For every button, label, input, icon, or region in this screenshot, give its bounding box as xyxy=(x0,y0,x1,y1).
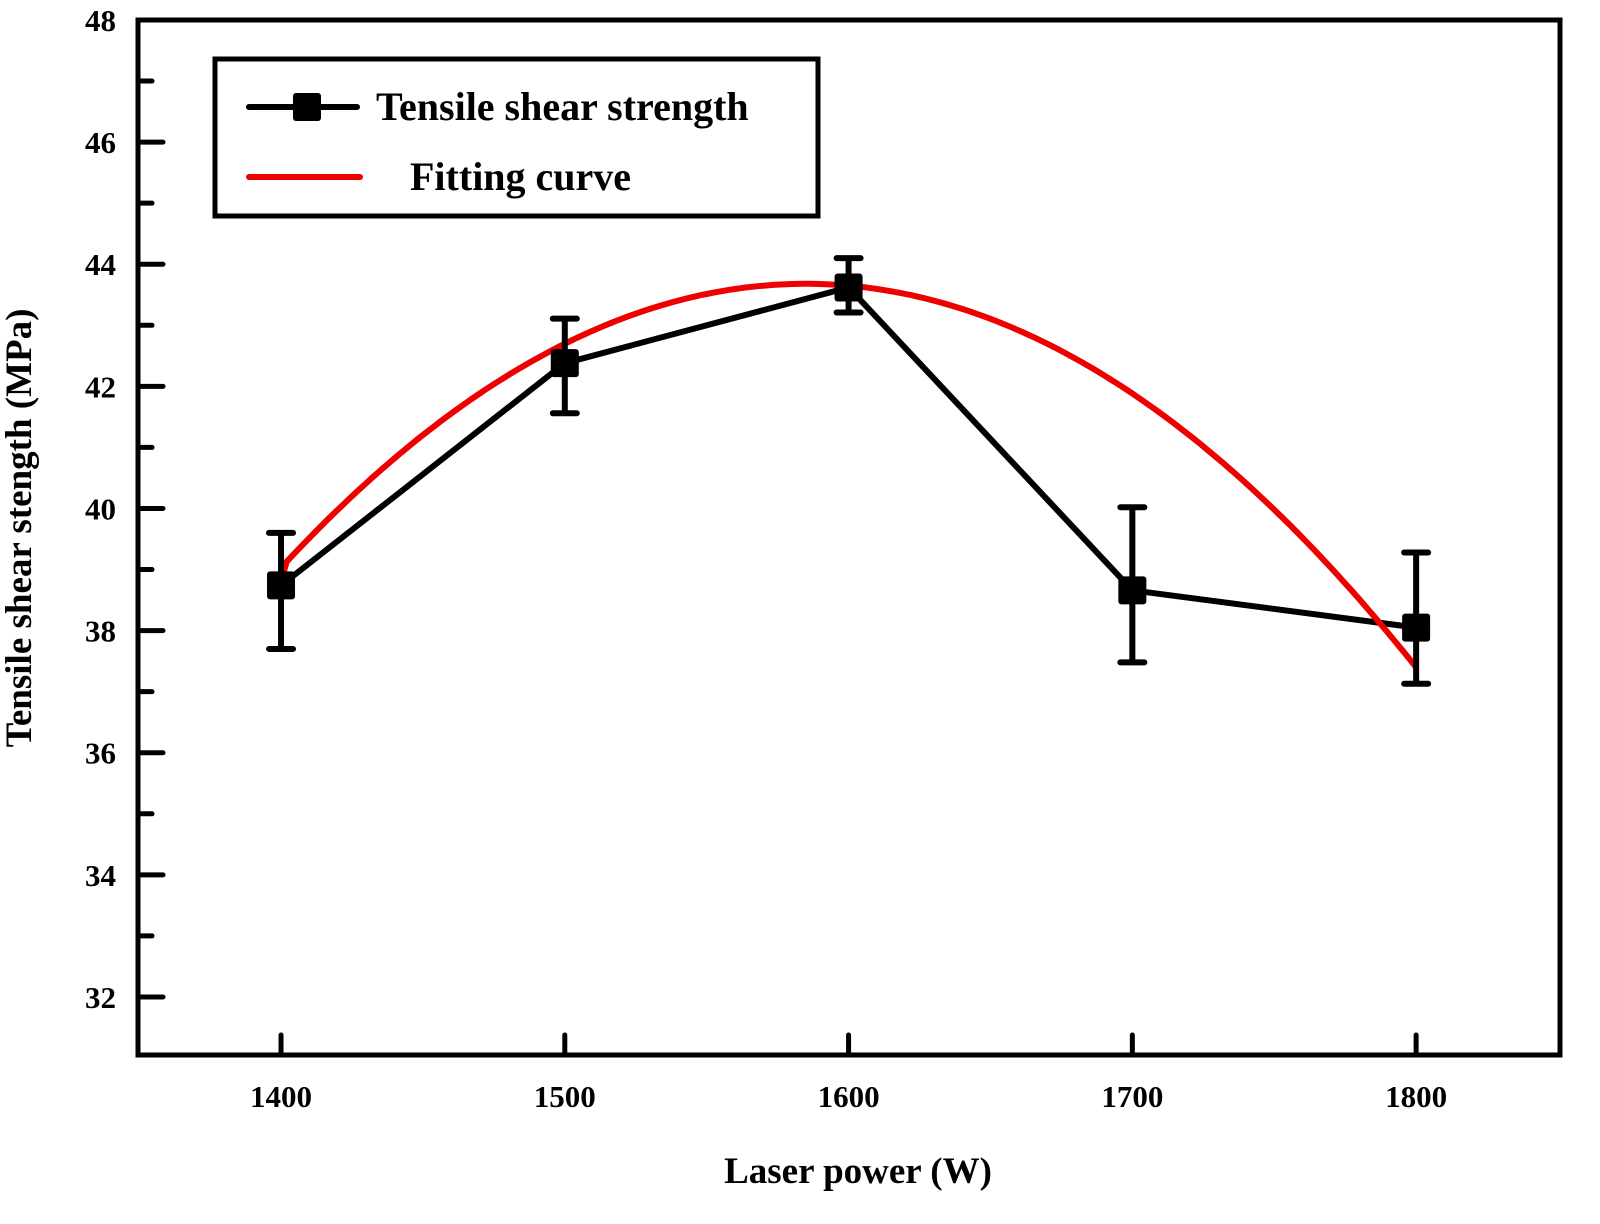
legend-label-measured: Tensile shear strength xyxy=(376,84,749,129)
measured-series-line xyxy=(279,284,1417,631)
data-point-marker xyxy=(267,571,296,600)
fitting-curve xyxy=(278,280,1420,671)
y-axis-title: Tensile shear stength (MPa) xyxy=(0,309,40,748)
x-tick-label: 1600 xyxy=(818,1079,880,1114)
x-axis-ticks: 1400 1500 1600 1700 1800 xyxy=(250,1032,1447,1114)
y-tick-label: 36 xyxy=(85,736,116,771)
x-axis-title: Laser power (W) xyxy=(724,1151,992,1192)
x-tick-label: 1700 xyxy=(1101,1079,1163,1114)
y-tick-label: 40 xyxy=(85,491,116,526)
legend-measured-marker xyxy=(293,93,321,121)
data-point-marker xyxy=(550,349,579,378)
legend-box xyxy=(212,56,821,219)
y-tick-label: 38 xyxy=(85,614,116,649)
y-axis-ticks: 32 34 36 38 40 42 44 46 48 xyxy=(85,3,166,1015)
legend: Tensile shear strength Fitting curve xyxy=(212,56,821,219)
data-point-marker xyxy=(1118,576,1147,605)
data-point-marker xyxy=(1402,613,1431,642)
y-tick-label: 46 xyxy=(85,125,116,160)
y-tick-label: 48 xyxy=(85,3,116,38)
y-tick-label: 32 xyxy=(85,980,116,1015)
series-layer xyxy=(266,255,1432,687)
y-tick-label: 34 xyxy=(85,858,116,893)
y-tick-label: 44 xyxy=(85,247,116,282)
y-tick-label: 42 xyxy=(85,369,116,404)
x-tick-label: 1400 xyxy=(250,1079,312,1114)
x-tick-label: 1800 xyxy=(1385,1079,1447,1114)
legend-label-fit: Fitting curve xyxy=(410,154,631,199)
data-point-marker xyxy=(834,273,863,302)
x-tick-label: 1500 xyxy=(534,1079,596,1114)
